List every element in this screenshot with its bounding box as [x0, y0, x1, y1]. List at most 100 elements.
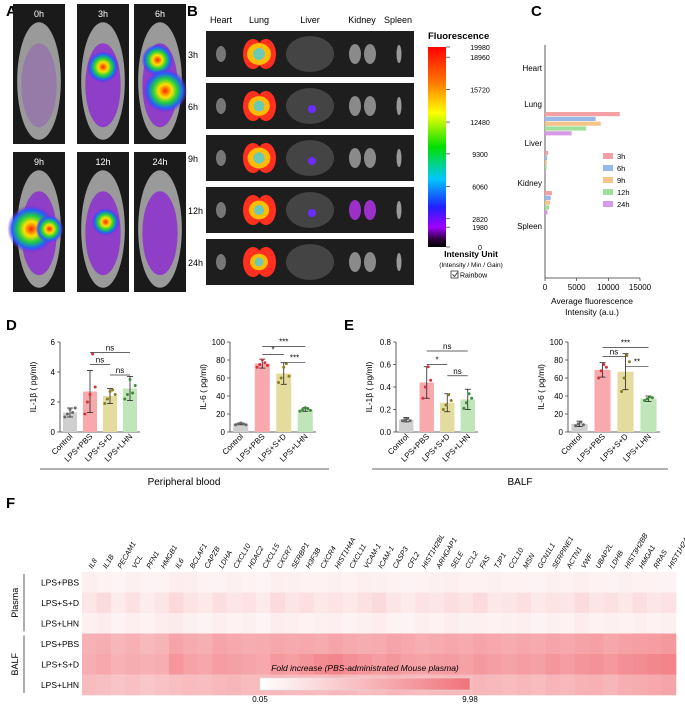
- data-point: [308, 408, 312, 412]
- data-point: [73, 406, 77, 410]
- heatmap-cell: [545, 613, 561, 634]
- heatmap-cell: [429, 592, 445, 614]
- gene-label: IL6: [173, 557, 186, 570]
- y-tick-label: 0.8: [380, 338, 392, 347]
- heatmap-row-label: LPS+S+D: [41, 598, 79, 608]
- heatmap-cell: [429, 654, 445, 675]
- heatmap-cell: [400, 592, 416, 614]
- lung-core: [253, 100, 265, 112]
- heatmap-cell: [183, 572, 199, 593]
- heatmap-cell: [241, 572, 257, 593]
- heatmap-cell: [197, 592, 213, 614]
- bar: [399, 419, 414, 432]
- heatmap-cell: [212, 633, 228, 655]
- heatmap-cell: [183, 613, 199, 634]
- data-point: [83, 412, 87, 416]
- data-point: [645, 397, 649, 401]
- heatmap-cell: [560, 674, 575, 696]
- heatmap-cell: [82, 654, 97, 675]
- colorbar-unit-sub: (Intensity / Min / Gain): [439, 262, 503, 269]
- heatmap-cell: [299, 613, 315, 634]
- data-point: [65, 412, 69, 416]
- heatmap-cell: [502, 572, 517, 593]
- heatmap-cell: [618, 633, 633, 655]
- significance-label: *: [435, 356, 438, 365]
- data-point: [244, 423, 248, 427]
- y-tick-label: 40: [216, 392, 225, 401]
- heart-image: [216, 46, 226, 62]
- heatmap-cell: [545, 572, 561, 593]
- heatmap-cell: [400, 613, 416, 634]
- data-point: [449, 399, 453, 402]
- heatmap-cell: [284, 654, 300, 675]
- heatmap-cell: [531, 654, 546, 675]
- fluorescence-hotspot: [141, 44, 174, 76]
- heatmap-cell: [328, 592, 344, 614]
- lung-core: [253, 204, 265, 216]
- bar: [545, 131, 572, 136]
- heatmap-cell: [154, 674, 170, 696]
- liver-image: [286, 36, 334, 72]
- heatmap-cell: [168, 633, 184, 655]
- heatmap-cell: [487, 654, 503, 675]
- heatmap-cell: [371, 613, 387, 634]
- heatmap-cell: [212, 613, 228, 634]
- significance-label: ns: [106, 344, 114, 353]
- heatmap-cell: [284, 592, 300, 614]
- heatmap-cell: [560, 633, 575, 655]
- colorbar-scheme: Rainbow: [460, 273, 488, 280]
- heatmap-cell: [197, 674, 213, 696]
- bar: [545, 191, 552, 196]
- heatmap-cell: [299, 633, 315, 655]
- heatmap-cell: [241, 633, 257, 655]
- heatmap-cell: [110, 633, 126, 655]
- significance-label: ***: [279, 338, 288, 347]
- heatmap-cell: [444, 592, 459, 614]
- heatmap-cell: [313, 633, 329, 655]
- heatmap-cell: [183, 654, 199, 675]
- heatmap-cell: [82, 613, 97, 634]
- heatmap-scale-min: 0.05: [252, 695, 268, 704]
- heatmap-cell: [125, 633, 141, 655]
- organ-timepoint-label: 9h: [188, 154, 198, 164]
- legend-label: 3h: [617, 152, 625, 161]
- checkbox-icon[interactable]: [450, 270, 459, 279]
- heatmap-cell: [125, 674, 141, 696]
- heatmap-cell: [473, 674, 488, 696]
- data-point: [241, 422, 245, 426]
- heatmap-cell: [603, 633, 619, 655]
- mouse-timepoint-label: 6h: [155, 9, 165, 19]
- heatmap-cell: [110, 592, 126, 614]
- heatmap-cell: [125, 572, 141, 593]
- data-point: [625, 354, 629, 357]
- heatmap-cell: [255, 633, 271, 655]
- data-point: [277, 381, 281, 384]
- heatmap-cell: [618, 674, 633, 696]
- heatmap-cell: [270, 592, 286, 614]
- heatmap-cell: [241, 613, 257, 634]
- checkmark-icon: [452, 272, 458, 278]
- y-axis-label: IL-6 ( pg/ml): [198, 364, 208, 410]
- heart-image: [216, 98, 226, 114]
- heatmap-cell: [154, 572, 170, 593]
- heatmap-row-label: LPS+PBS: [41, 639, 79, 649]
- y-tick-label: 4: [51, 368, 56, 377]
- panel-a-mouse-imaging: 0h 3h 6h 9h 12h 24h: [7, 4, 188, 292]
- heatmap-cell: [96, 633, 112, 655]
- gene-label: IL8: [86, 557, 99, 570]
- panel-letter-b: B: [187, 3, 198, 20]
- data-point: [576, 422, 580, 426]
- y-tick-label: 60: [554, 374, 563, 383]
- x-tick-label: 0: [543, 283, 548, 292]
- data-point: [103, 402, 107, 405]
- legend-swatch: [603, 177, 613, 183]
- x-axis-label: Average fluorescence: [551, 296, 633, 306]
- significance-label: ns: [96, 356, 104, 365]
- data-point: [234, 423, 238, 427]
- heatmap-cell: [270, 654, 286, 675]
- heatmap-cell: [632, 572, 648, 593]
- y-tick-label: 0.6: [380, 361, 392, 370]
- lung-core: [253, 48, 265, 60]
- category-label: Liver: [525, 139, 543, 148]
- y-tick-label: 0.4: [380, 383, 392, 392]
